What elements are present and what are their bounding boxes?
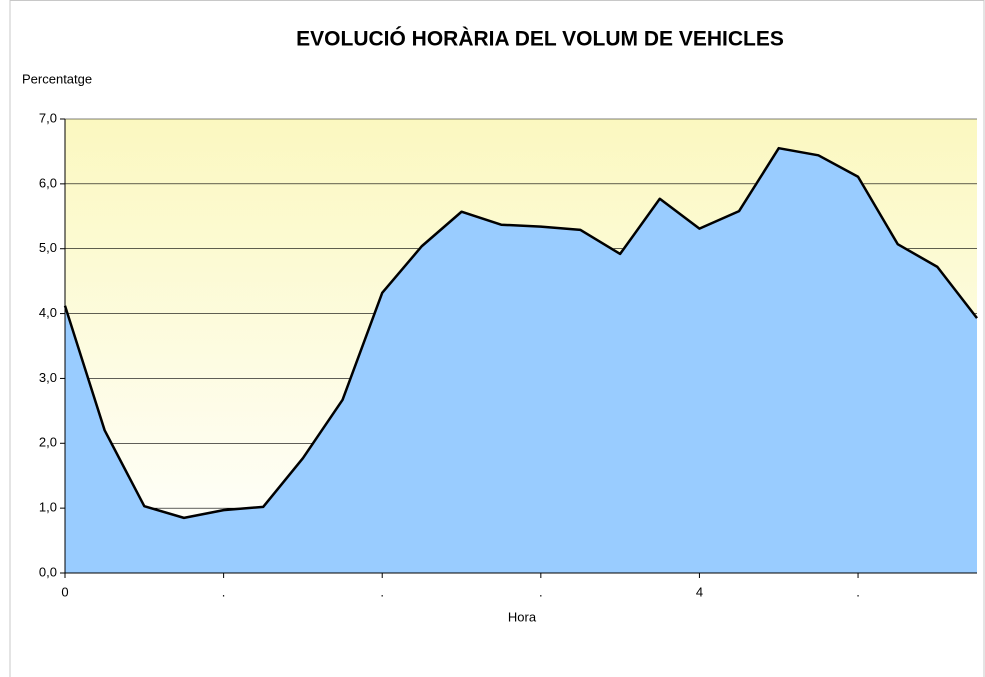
area-line (63, 146, 978, 520)
y-tick-label: 4,0 (39, 305, 57, 320)
x-tick-label: . (380, 584, 384, 599)
chart-border (9, 0, 985, 677)
y-tick-label: 3,0 (39, 370, 57, 385)
y-tick-label: 7,0 (39, 110, 57, 125)
x-tick-label: . (222, 584, 226, 599)
x-axis-label: Hora (508, 609, 537, 624)
x-tick-label: . (539, 584, 543, 599)
y-tick-label: 0,0 (39, 564, 57, 579)
y-tick-label: 1,0 (39, 500, 57, 515)
y-axis-label: Percentatge (22, 71, 92, 86)
y-tick-label: 2,0 (39, 435, 57, 450)
x-tick-label: 0 (61, 584, 68, 599)
area (65, 148, 977, 573)
x-tick-label: . (856, 584, 860, 599)
y-tick-label: 6,0 (39, 175, 57, 190)
x-tick-label: 4 (696, 584, 703, 599)
y-tick-label: 5,0 (39, 240, 57, 255)
chart-title: EVOLUCIÓ HORÀRIA DEL VOLUM DE VEHICLES (296, 27, 784, 51)
